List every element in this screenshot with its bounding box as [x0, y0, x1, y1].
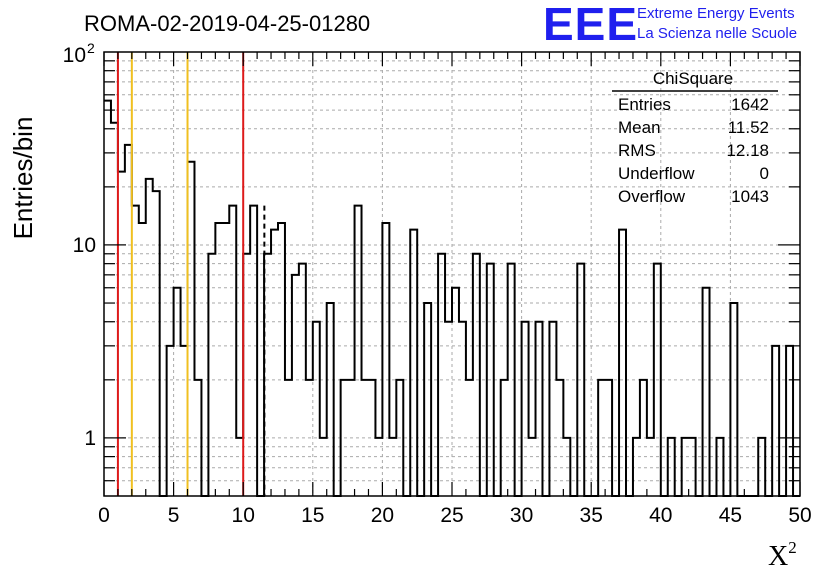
x-tick-label: 5 — [168, 504, 180, 527]
x-tick-label: 45 — [719, 504, 742, 527]
axis-ticks — [103, 52, 801, 496]
y-axis-title: Entries/bin — [8, 117, 38, 240]
x-axis-title-base: X — [768, 541, 788, 572]
reference-lines — [116, 52, 266, 496]
y-tick-label: 1 — [84, 427, 96, 450]
chart-title: ROMA-02-2019-04-25-01280 — [84, 11, 370, 36]
stats-label: Underflow — [618, 164, 695, 183]
x-tick-label: 10 — [232, 504, 255, 527]
x-axis-title-superscript: 2 — [788, 538, 797, 557]
stats-value: 1642 — [731, 95, 769, 114]
logo-line1: Extreme Energy Events — [637, 5, 795, 22]
x-tick-label: 25 — [440, 504, 463, 527]
stats-value: 0 — [760, 164, 769, 183]
stats-value: 11.52 — [728, 118, 769, 137]
stats-label: Overflow — [618, 187, 686, 206]
y-tick-label: 10 — [73, 234, 96, 257]
x-tick-label: 35 — [580, 504, 603, 527]
x-tick-label: 40 — [649, 504, 672, 527]
stats-value: 12.18 — [726, 141, 769, 160]
stats-label: RMS — [618, 141, 656, 160]
stats-title: ChiSquare — [653, 69, 733, 88]
stats-value: 1043 — [731, 187, 769, 206]
stats-box: ChiSquare Entries 1642 Mean 11.52 RMS 12.18 Un… — [612, 69, 778, 206]
x-tick-label: 20 — [371, 504, 394, 527]
x-tick-label: 15 — [301, 504, 324, 527]
stats-label: Mean — [618, 118, 661, 137]
x-axis-title: X2 — [768, 538, 797, 572]
logo-line2: La Scienza nelle Scuole — [637, 25, 797, 42]
x-tick-label: 0 — [98, 504, 110, 527]
eee-logo: EEE Extreme Energy Events La Scienza nel… — [543, 0, 797, 50]
stats-label: Entries — [618, 95, 671, 114]
x-tick-label: 50 — [788, 504, 811, 527]
grid-lines — [104, 52, 800, 496]
logo-mark: EEE — [543, 0, 638, 50]
x-tick-label: 30 — [510, 504, 533, 527]
y-tick-label: 10 — [63, 44, 86, 67]
y-tick-label-exponent: 2 — [87, 40, 95, 56]
x-tick-labels: 0 5 10 15 20 25 30 35 40 45 50 — [98, 504, 812, 527]
stats-rows: Entries 1642 Mean 11.52 RMS 12.18 Underflow 0 Ov… — [618, 95, 769, 206]
